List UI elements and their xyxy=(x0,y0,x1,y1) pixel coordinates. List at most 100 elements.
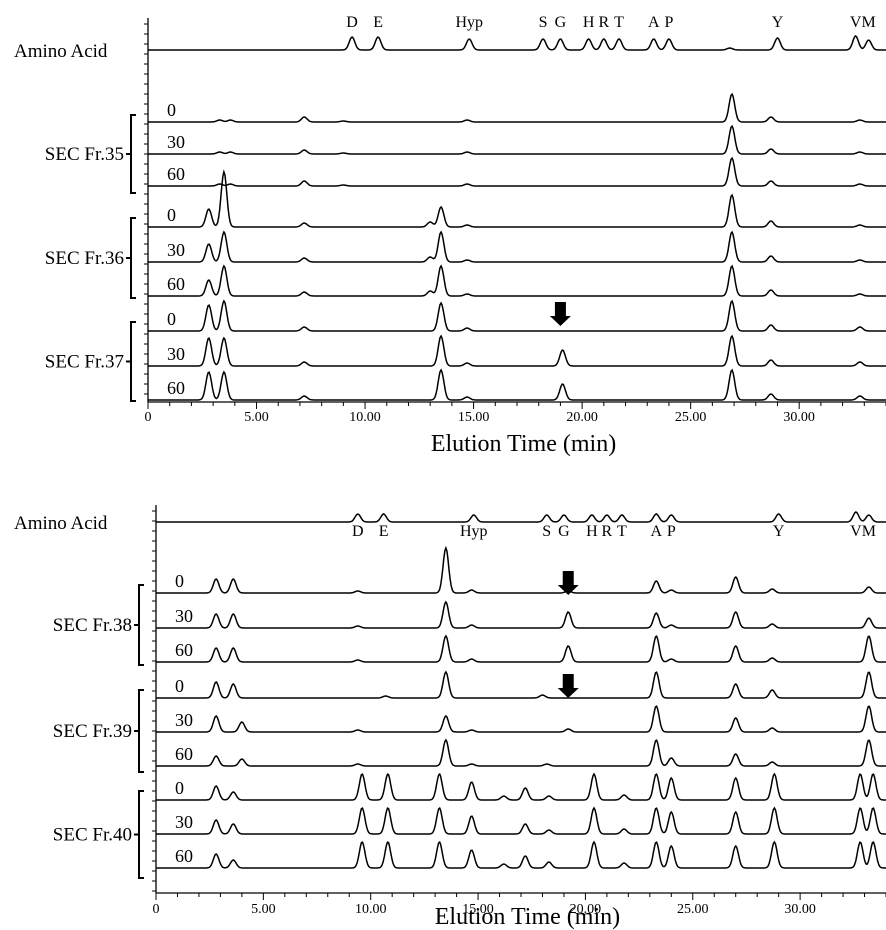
peak-label-t: T xyxy=(614,14,624,31)
trace-line-sec-fr-40-60 xyxy=(156,840,886,869)
peak-label-g: G xyxy=(558,523,570,540)
peak-label-e: E xyxy=(379,523,389,540)
standard-trace-line xyxy=(148,35,886,51)
trace-line-sec-fr-39-0 xyxy=(156,670,886,699)
peak-label-m: M xyxy=(862,14,876,31)
row-label-0: 0 xyxy=(175,571,184,591)
group-bracket xyxy=(126,114,136,194)
group-label-sec-fr-37: SEC Fr.37 xyxy=(45,352,124,373)
row-label-60: 60 xyxy=(167,378,185,398)
row-label-60: 60 xyxy=(167,274,185,294)
peak-label-s: S xyxy=(539,14,548,31)
row-label-30: 30 xyxy=(175,812,193,832)
row-label-60: 60 xyxy=(175,744,193,764)
row-label-30: 30 xyxy=(167,132,185,152)
row-label-60: 60 xyxy=(175,846,193,866)
down-arrow-icon xyxy=(549,302,571,326)
row-label-30: 30 xyxy=(167,240,185,260)
group-label-sec-fr-40: SEC Fr.40 xyxy=(53,825,132,846)
group-label-sec-fr-38: SEC Fr.38 xyxy=(53,615,132,636)
peak-label-h: H xyxy=(583,14,595,31)
peak-label-t: T xyxy=(617,523,627,540)
row-label-0: 0 xyxy=(167,100,176,120)
group-label-sec-fr-36: SEC Fr.36 xyxy=(45,248,124,269)
trace-line-sec-fr-36-30 xyxy=(148,230,886,263)
row-label-0: 0 xyxy=(175,676,184,696)
x-tick-label: 15.00 xyxy=(462,902,494,917)
group-label-sec-fr-35: SEC Fr.35 xyxy=(45,144,124,165)
trace-line-sec-fr-35-30 xyxy=(148,124,886,155)
peak-label-d: D xyxy=(346,14,358,31)
peak-label-p: P xyxy=(667,523,676,540)
x-tick-label: 30.00 xyxy=(784,902,816,917)
trace-line-sec-fr-38-0 xyxy=(156,545,886,594)
standard-trace-label: Amino Acid xyxy=(14,41,108,62)
x-axis-label: Elution Time (min) xyxy=(431,431,616,457)
trace-line-sec-fr-38-30 xyxy=(156,600,886,629)
row-label-30: 30 xyxy=(175,606,193,626)
peak-label-y: Y xyxy=(773,523,785,540)
peak-label-e: E xyxy=(373,14,383,31)
row-label-30: 30 xyxy=(175,710,193,730)
row-label-60: 60 xyxy=(167,164,185,184)
x-axis-label: Elution Time (min) xyxy=(435,904,620,930)
trace-line-sec-fr-40-30 xyxy=(156,806,886,835)
down-arrow-icon xyxy=(557,674,579,698)
x-tick-label: 30.00 xyxy=(783,410,815,425)
x-tick-label: 10.00 xyxy=(349,410,381,425)
trace-line-sec-fr-37-60 xyxy=(148,368,886,401)
trace-line-sec-fr-35-60 xyxy=(148,156,886,187)
trace-line-sec-fr-37-0 xyxy=(148,299,886,332)
group-bracket xyxy=(134,689,144,773)
standard-trace-label: Amino Acid xyxy=(14,513,108,534)
chart-panel-1: 0 5.00 10.00 15.00 20.00 25.00 30.00 Elution Ti… xyxy=(14,14,886,457)
x-tick-label: 5.00 xyxy=(251,902,276,917)
row-label-30: 30 xyxy=(167,344,185,364)
peak-label-s: S xyxy=(542,523,551,540)
standard-trace-line xyxy=(156,511,886,523)
row-label-60: 60 xyxy=(175,640,193,660)
peak-label-hyp: Hyp xyxy=(455,14,483,31)
group-bracket xyxy=(126,217,136,299)
peak-label-a: A xyxy=(650,523,662,540)
down-arrow-icon xyxy=(557,571,579,595)
x-tick-label: 10.00 xyxy=(355,902,387,917)
peak-label-r: R xyxy=(598,14,609,31)
trace-line-sec-fr-40-0 xyxy=(156,772,886,801)
peak-label-r: R xyxy=(602,523,613,540)
group-label-sec-fr-39: SEC Fr.39 xyxy=(53,721,132,742)
peak-label-hyp: Hyp xyxy=(460,523,488,540)
row-label-0: 0 xyxy=(175,778,184,798)
peak-label-g: G xyxy=(555,14,567,31)
peak-label-v: V xyxy=(850,14,862,31)
peak-label-m: M xyxy=(862,523,876,540)
trace-line-sec-fr-37-30 xyxy=(148,334,886,367)
x-tick-label: 20.00 xyxy=(570,902,602,917)
x-tick-label: 0 xyxy=(145,410,152,425)
row-label-0: 0 xyxy=(167,309,176,329)
x-tick-label: 0 xyxy=(153,902,160,917)
trace-line-sec-fr-39-30 xyxy=(156,705,886,733)
peak-label-y: Y xyxy=(772,14,784,31)
x-tick-label: 15.00 xyxy=(458,410,490,425)
group-bracket xyxy=(134,790,144,879)
trace-line-sec-fr-35-0 xyxy=(148,92,886,123)
peak-label-v: V xyxy=(850,523,862,540)
trace-line-sec-fr-38-60 xyxy=(156,634,886,663)
peak-label-d: D xyxy=(352,523,364,540)
group-bracket xyxy=(134,584,144,666)
peak-label-p: P xyxy=(664,14,673,31)
x-tick-label: 20.00 xyxy=(566,410,598,425)
x-tick-label: 5.00 xyxy=(244,410,269,425)
peak-label-h: H xyxy=(586,523,598,540)
trace-line-sec-fr-36-0 xyxy=(148,169,886,228)
x-tick-label: 25.00 xyxy=(677,902,709,917)
row-label-0: 0 xyxy=(167,205,176,225)
x-tick-label: 25.00 xyxy=(675,410,707,425)
trace-line-sec-fr-39-60 xyxy=(156,738,886,767)
group-bracket xyxy=(126,321,136,402)
trace-line-sec-fr-36-60 xyxy=(148,264,886,297)
chart-panel-2: 0 5.00 10.00 15.00 20.00 25.00 30.00 Elution Ti… xyxy=(14,505,886,930)
